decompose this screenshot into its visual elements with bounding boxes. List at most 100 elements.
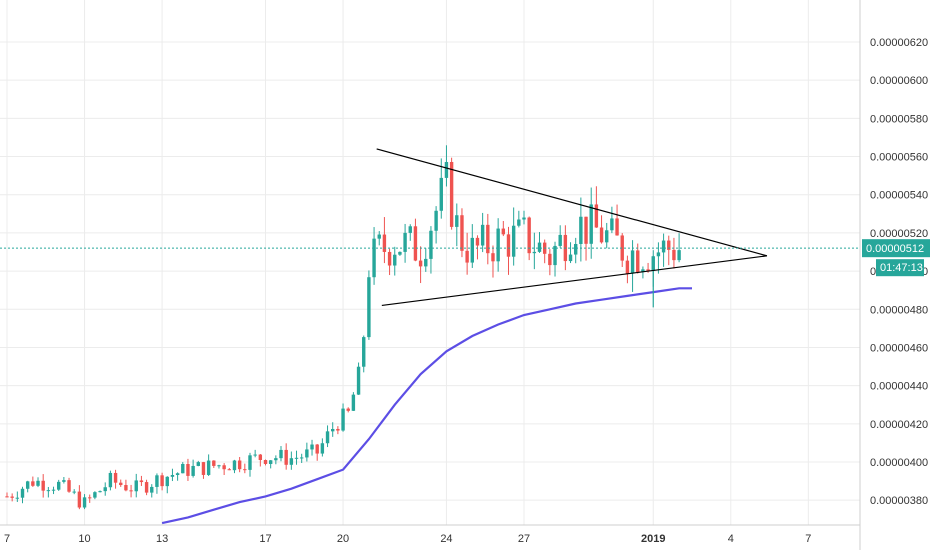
- candle-body: [424, 258, 428, 267]
- candle-body: [191, 465, 195, 476]
- y-tick-label: 0.00000540: [870, 190, 928, 202]
- candle-body: [263, 460, 268, 464]
- candle-body: [113, 472, 118, 483]
- candle-body: [532, 251, 537, 254]
- candle-body: [305, 449, 309, 458]
- candle-body: [160, 475, 164, 487]
- candle-body: [656, 252, 661, 257]
- candle-body: [599, 227, 604, 243]
- candle-body: [377, 234, 381, 239]
- price-labels-layer: 0.00000512 01:47:13: [862, 239, 930, 277]
- current-price-label: 0.00000512: [866, 243, 924, 255]
- candle-body: [253, 454, 257, 456]
- candle-body: [646, 269, 650, 271]
- candle-body: [408, 226, 412, 233]
- candle-body: [367, 277, 371, 338]
- candle-body: [279, 449, 283, 459]
- candle-body: [5, 496, 9, 498]
- grid-lines: [0, 0, 860, 525]
- candle-body: [320, 443, 325, 454]
- candle-body: [615, 218, 619, 236]
- y-tick-label: 0.00000580: [870, 113, 928, 125]
- candle-body: [310, 444, 314, 450]
- candle-body: [232, 460, 237, 471]
- candle-body: [465, 250, 469, 263]
- candle-body: [108, 472, 113, 488]
- candle-body: [31, 481, 35, 486]
- candle-body: [206, 460, 211, 475]
- candle-body: [51, 489, 56, 491]
- candle-body: [201, 462, 206, 475]
- y-tick-label: 0.00000560: [870, 152, 928, 164]
- candle-body: [72, 491, 76, 493]
- candle-body: [144, 482, 149, 493]
- y-tick-label: 0.00000440: [870, 381, 928, 393]
- trendline-support[interactable]: [381, 255, 768, 307]
- candle-body: [486, 224, 490, 254]
- candle-body: [227, 469, 232, 471]
- candle-body: [62, 480, 66, 482]
- candle-body: [150, 486, 154, 493]
- x-tick-label: 13: [156, 533, 168, 545]
- x-tick-label: 20: [337, 533, 349, 545]
- y-tick-label: 0.00000620: [870, 37, 928, 49]
- candle-body: [636, 250, 640, 272]
- candle-body: [620, 235, 624, 261]
- candle-body: [610, 218, 614, 231]
- candle-body: [88, 497, 92, 499]
- candle-body: [641, 269, 645, 272]
- candle-body: [677, 250, 681, 261]
- countdown-badge: [876, 259, 924, 277]
- candle-body: [119, 482, 123, 486]
- trendlines-layer: [376, 148, 768, 307]
- candle-body: [289, 458, 294, 465]
- x-tick-label: 27: [518, 533, 530, 545]
- candle-body: [594, 204, 599, 228]
- candle-body: [98, 491, 102, 493]
- x-tick-label: 17: [259, 533, 271, 545]
- candle-body: [522, 217, 526, 220]
- candle-body: [429, 230, 433, 259]
- candle-body: [217, 465, 221, 467]
- candle-body: [393, 254, 397, 266]
- candle-body: [579, 216, 583, 244]
- candle-body: [356, 366, 361, 395]
- candle-body: [82, 497, 87, 508]
- candle-body: [434, 210, 438, 231]
- candle-body: [511, 225, 516, 257]
- candle-body: [268, 460, 273, 464]
- candle-body: [413, 226, 418, 261]
- x-tick-label: 24: [440, 533, 452, 545]
- candle-body: [475, 237, 480, 246]
- candle-body: [527, 217, 531, 254]
- x-tick-label: 7: [4, 533, 10, 545]
- x-tick-label: 4: [728, 533, 734, 545]
- x-tick-label: 2019: [641, 533, 665, 545]
- candle-body: [439, 177, 443, 211]
- candle-body: [10, 496, 14, 498]
- candle-body: [455, 215, 459, 227]
- candle-body: [336, 428, 340, 431]
- candle-body: [398, 251, 402, 255]
- candle-body: [315, 444, 319, 454]
- candle-body: [222, 465, 226, 470]
- candle-body: [331, 428, 335, 432]
- candle-body: [15, 497, 20, 499]
- candle-body: [20, 488, 25, 498]
- y-tick-label: 0.00000480: [870, 304, 928, 316]
- candle-body: [284, 449, 288, 465]
- candle-body: [274, 458, 278, 461]
- x-tick-label: 7: [805, 533, 811, 545]
- candle-body: [77, 491, 82, 508]
- candle-body: [351, 394, 356, 411]
- candle-body: [553, 245, 557, 266]
- candle-body: [165, 476, 169, 487]
- candle-body: [212, 460, 216, 466]
- candle-body: [196, 462, 200, 466]
- trendline-resistance[interactable]: [376, 148, 768, 257]
- candle-body: [103, 487, 107, 492]
- candle-body: [449, 161, 454, 227]
- candle-body: [248, 455, 252, 470]
